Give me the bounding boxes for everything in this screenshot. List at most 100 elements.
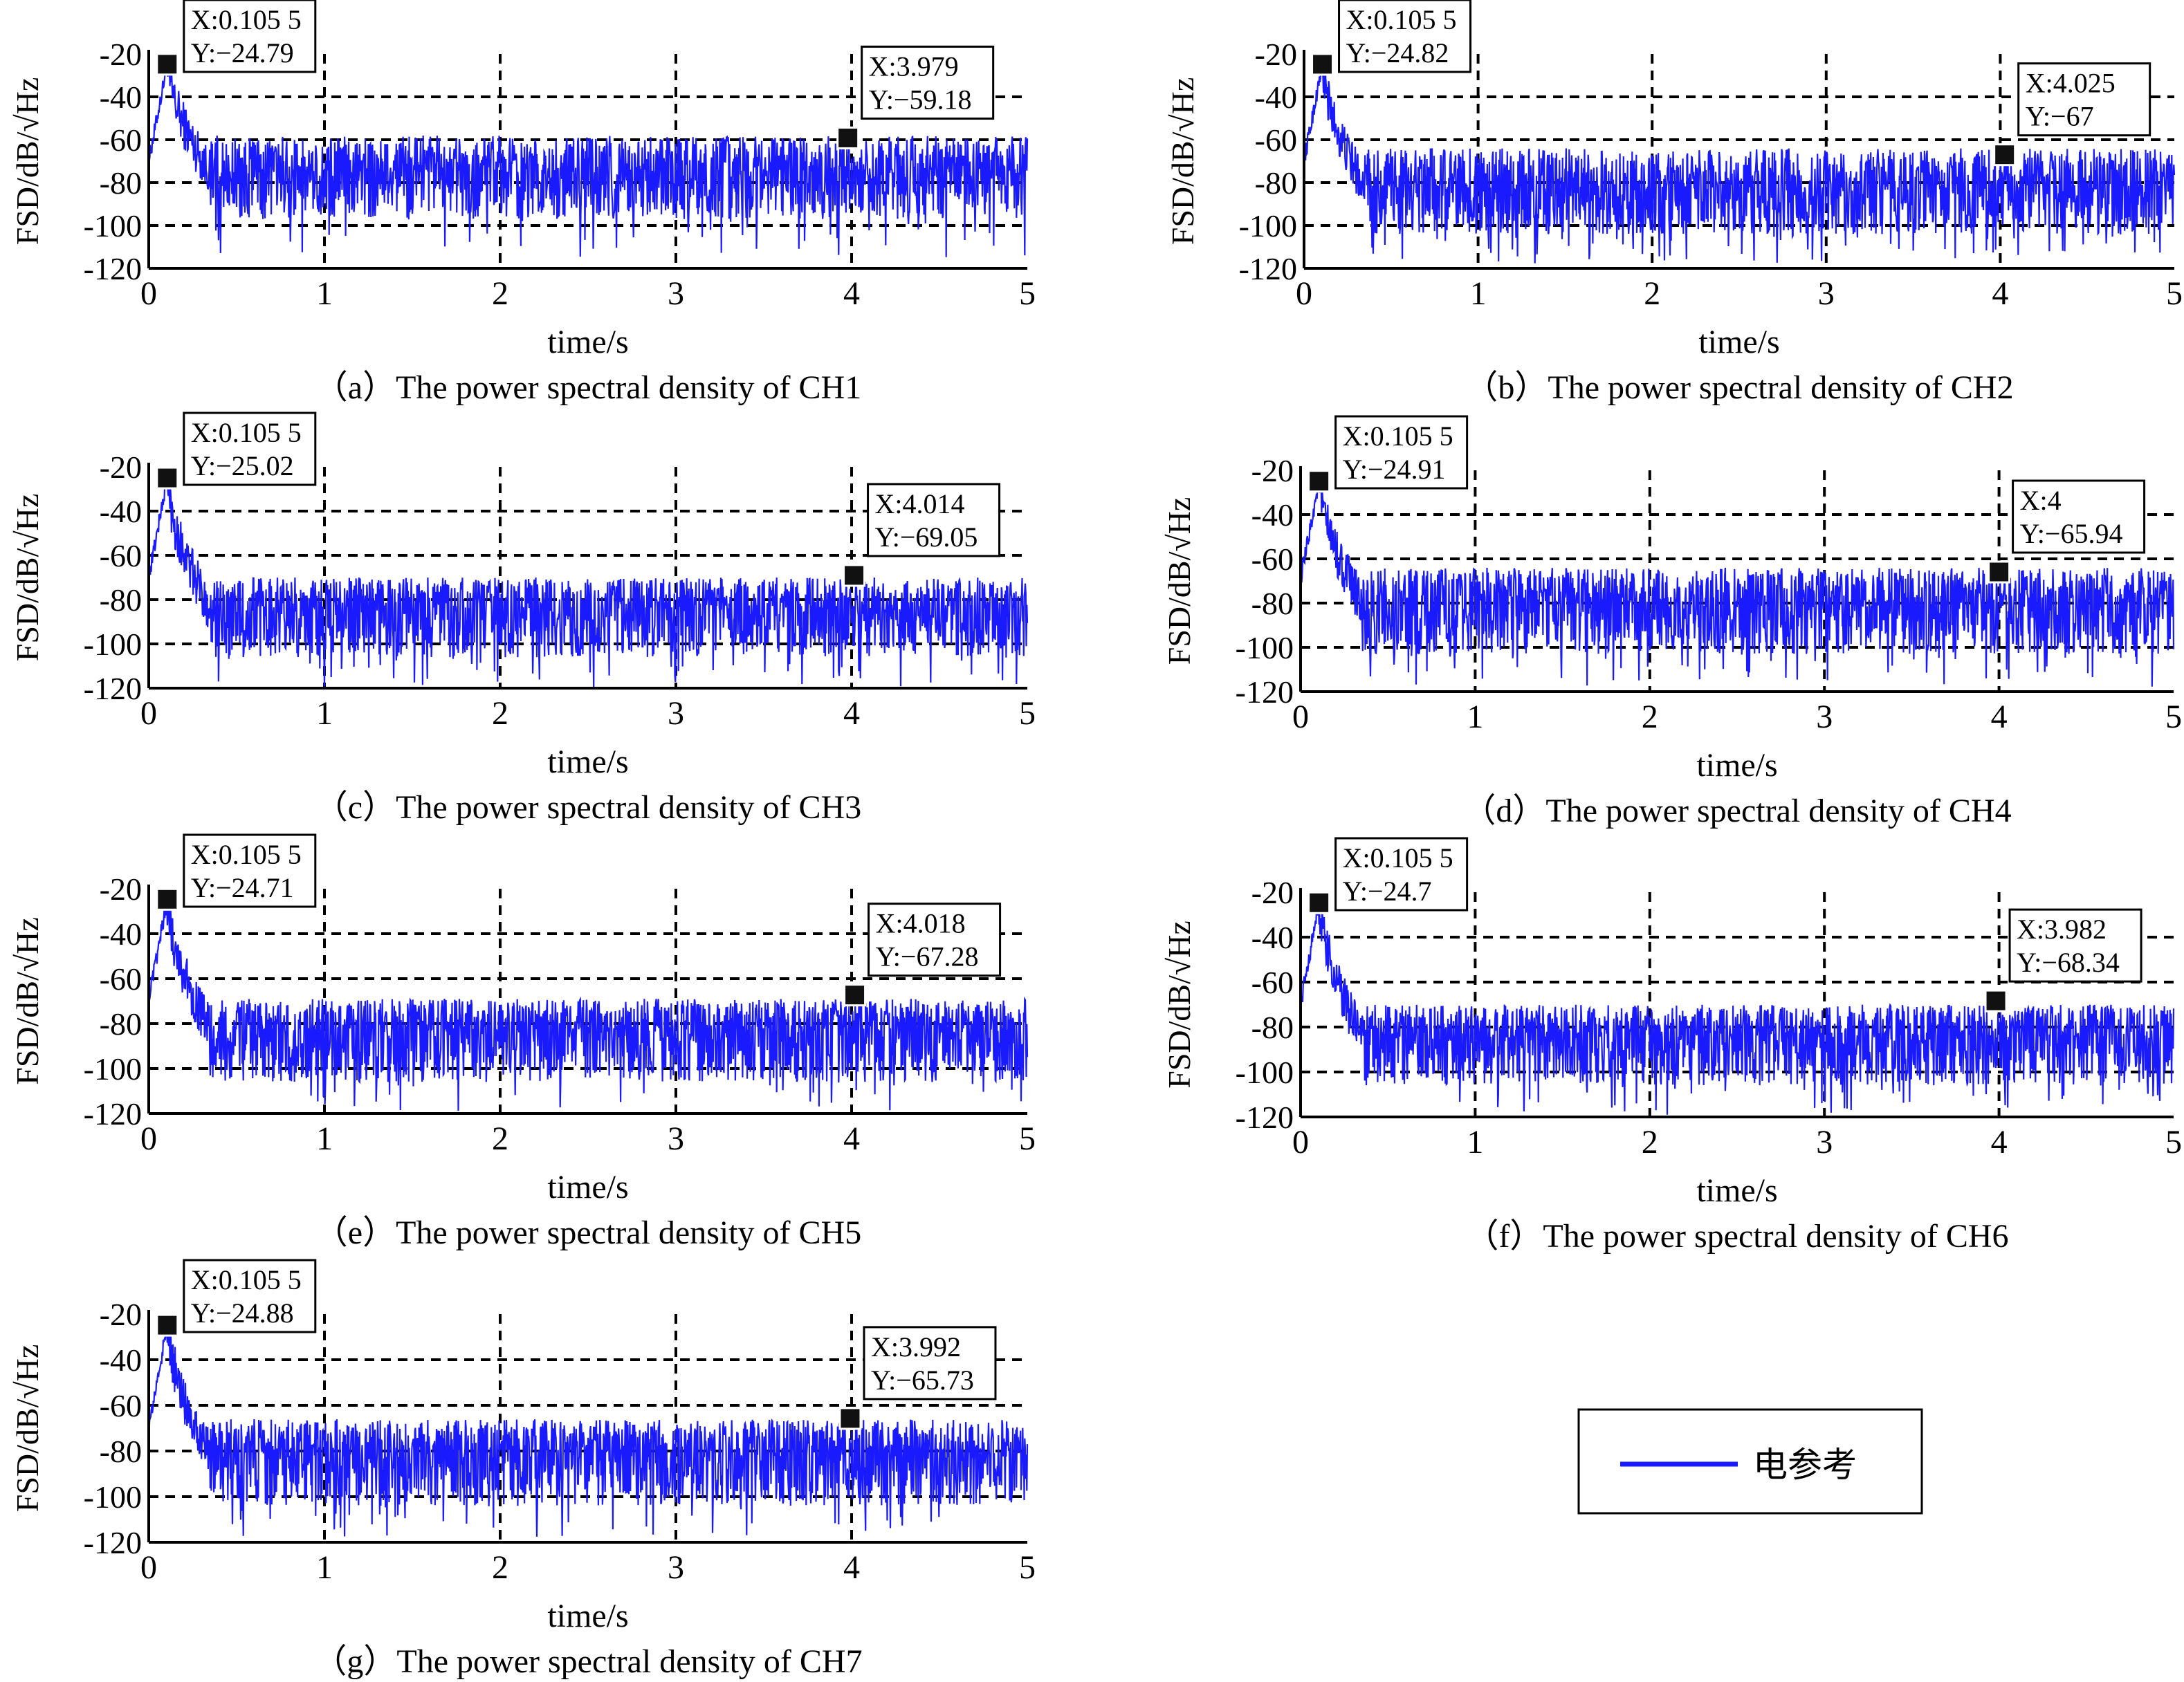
x-tick-label: 1 (316, 695, 333, 732)
chart-panel-g: 0 1 2 3 4 5 -20 -40 -60 -80 -100 -120 time/s FSD/dB/√… (10, 1259, 1036, 1680)
datatip-y-label: Y:−67.28 (876, 941, 979, 972)
y-axis-label: FSD/dB/√Hz (10, 494, 45, 662)
x-tick-label: 2 (1642, 699, 1658, 735)
y-axis-label: FSD/dB/√Hz (1165, 77, 1200, 246)
datatip-box (183, 412, 317, 486)
y-tick-label: -60 (1255, 122, 1297, 158)
x-axis-label: time/s (1696, 1172, 1777, 1209)
y-tick-label: -120 (84, 1525, 142, 1560)
datatip-x-label: X:4 (2020, 485, 2062, 516)
datatip-x-label: X:4.014 (875, 488, 965, 519)
x-tick-label: 0 (1292, 1124, 1309, 1161)
x-axis-label: time/s (547, 324, 628, 360)
x-tick-label: 1 (1467, 1124, 1483, 1161)
datatip-box (183, 0, 317, 73)
x-tick-label: 4 (1991, 699, 2008, 735)
datatip-box (1334, 415, 1469, 490)
y-tick-label: -60 (100, 1388, 142, 1423)
datatip-box (863, 1326, 997, 1401)
datatip-marker (843, 564, 866, 587)
x-tick-label: 2 (492, 695, 508, 732)
datatip-marker (836, 126, 860, 149)
datatip-box (2017, 62, 2151, 137)
psd-series-line (147, 1322, 1029, 1537)
legend-frame (1577, 1408, 1923, 1515)
y-tick-label: -100 (84, 627, 142, 662)
y-tick-label: -120 (1236, 674, 1294, 710)
datatip-x-label: X:0.105 5 (1343, 842, 1453, 874)
x-tick-label: 2 (492, 1120, 508, 1157)
x-tick-label: 3 (668, 1549, 684, 1586)
y-tick-label: -120 (84, 251, 142, 286)
x-tick-label: 2 (1644, 275, 1660, 312)
y-tick-label: -20 (1251, 453, 1294, 488)
datatip-box (1338, 0, 1472, 73)
x-tick-label: 1 (1467, 699, 1483, 735)
datatip-y-label: Y:−24.7 (1343, 876, 1432, 907)
y-tick-label: -40 (100, 1342, 142, 1378)
panel-caption: （e）The power spectral density of CH5 (315, 1214, 861, 1251)
x-tick-label: 3 (668, 1120, 684, 1157)
datatip-y-label: Y:−24.71 (191, 872, 294, 903)
psd-series-line (147, 893, 1029, 1111)
panel-caption: （b）The power spectral density of CH2 (1465, 369, 2013, 406)
x-tick-label: 0 (1296, 275, 1312, 312)
panel-caption: （f）The power spectral density of CH6 (1465, 1218, 2008, 1255)
y-tick-label: -60 (100, 961, 142, 997)
x-tick-label: 0 (140, 1120, 157, 1157)
x-tick-label: 5 (1019, 1120, 1036, 1157)
datatip-x-label: X:0.105 5 (191, 839, 302, 870)
datatip-x-label: X:4.025 (2026, 68, 2116, 99)
x-axis-label: time/s (547, 743, 628, 780)
x-tick-label: 1 (316, 1120, 333, 1157)
panel-caption: （a）The power spectral density of CH1 (315, 369, 861, 406)
datatip-marker (1993, 143, 2017, 167)
x-tick-label: 0 (1292, 699, 1309, 735)
chart-panel-f: 0 1 2 3 4 5 -20 -40 -60 -80 -100 -120 time/s FSD/dB/√… (1162, 837, 2182, 1255)
datatip-box (183, 1259, 317, 1333)
y-tick-label: -40 (100, 494, 142, 529)
y-tick-label: -80 (100, 1006, 142, 1042)
y-axis-label: FSD/dB/√Hz (1162, 497, 1197, 665)
datatip-y-label: Y:−65.73 (871, 1365, 974, 1396)
x-axis-label: time/s (1696, 747, 1777, 784)
y-axis-label: FSD/dB/√Hz (1162, 921, 1197, 1089)
panel-caption: （g）The power spectral density of CH7 (313, 1643, 862, 1680)
datatip-x-label: X:0.105 5 (191, 1264, 302, 1295)
y-tick-label: -60 (100, 538, 142, 573)
x-tick-label: 1 (316, 1549, 333, 1586)
y-tick-label: -60 (1251, 965, 1294, 1000)
psd-series-line (1299, 905, 2175, 1115)
y-tick-label: -120 (1239, 251, 1297, 286)
y-tick-label: -20 (100, 1297, 142, 1332)
y-tick-label: -100 (84, 1479, 142, 1515)
x-tick-label: 4 (843, 275, 860, 312)
datatip-marker (1307, 891, 1331, 914)
datatip-marker (843, 983, 867, 1007)
x-tick-label: 5 (2166, 275, 2183, 312)
y-axis-label: FSD/dB/√Hz (10, 77, 45, 246)
chart-panel-a: 0 1 2 3 4 5 -20 -40 -60 -80 -100 -120 time/s FSD/dB/√… (10, 0, 1036, 406)
x-tick-label: 0 (140, 1549, 157, 1586)
datatip-box (1334, 837, 1469, 912)
x-tick-label: 1 (1470, 275, 1487, 312)
y-tick-label: -80 (1251, 586, 1294, 621)
chart-panel-c: 0 1 2 3 4 5 -20 -40 -60 -80 -100 -120 time/s FSD/dB/√… (10, 412, 1036, 826)
x-tick-label: 3 (1818, 275, 1835, 312)
x-tick-label: 3 (668, 275, 684, 312)
datatip-y-label: Y:−24.82 (1346, 37, 1449, 68)
y-tick-label: -120 (84, 1096, 142, 1131)
y-tick-label: -20 (100, 450, 142, 485)
x-tick-label: 0 (140, 695, 157, 732)
y-tick-label: -80 (100, 1434, 142, 1469)
y-tick-label: -60 (100, 122, 142, 158)
datatip-marker (156, 53, 179, 76)
y-axis-label: FSD/dB/√Hz (10, 1344, 45, 1513)
datatip-y-label: Y:−24.79 (191, 37, 294, 68)
datatip-x-label: X:0.105 5 (1343, 420, 1453, 452)
psd-series-line (1303, 54, 2176, 264)
x-tick-label: 5 (2165, 1124, 2182, 1161)
datatip-marker (838, 1407, 862, 1430)
x-tick-label: 5 (1019, 695, 1036, 732)
